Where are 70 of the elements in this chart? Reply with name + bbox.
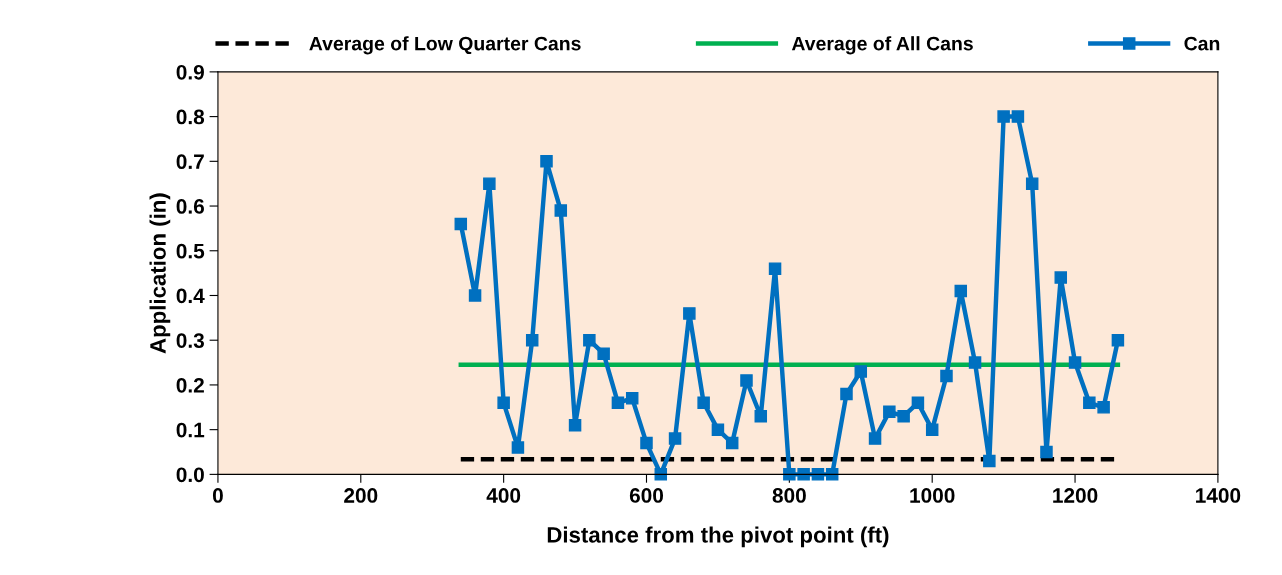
point [683,307,696,320]
point [454,217,468,231]
y-tick-label: 0.2 [176,377,204,393]
point [983,454,996,468]
x-tick-label: 200 [344,488,378,503]
x-tick-label: 800 [772,488,806,503]
y-tick-label: 0.9 [176,64,204,80]
point [697,396,710,410]
point [783,468,796,481]
point [1097,401,1110,414]
x-axis-title: Distance from the pivot point (ft) [547,526,889,548]
point [754,409,768,423]
point [954,284,968,298]
point [925,423,939,436]
y-tick-label: 0.1 [176,422,205,438]
point [554,204,568,217]
point [540,155,553,168]
y-tick-label: 0.8 [176,109,205,125]
y-axis-title: Application (in) [149,193,171,354]
y-tick-label: 0.5 [176,243,205,259]
point [625,392,639,405]
point [883,405,896,419]
point [511,441,525,454]
point [997,110,1010,123]
x-tick-label: 400 [486,488,521,503]
point [840,387,853,401]
point [854,365,868,378]
point [497,396,510,410]
point [811,468,825,481]
x-tick-label: 600 [629,488,664,503]
x-tick-label: 0 [212,488,223,503]
point [897,409,910,423]
point [525,333,539,347]
point [725,436,739,450]
point [654,468,668,481]
point [668,432,682,445]
point [825,468,839,481]
point [640,436,653,450]
y-tick-label: 0.7 [176,154,204,170]
y-tick-label: 0.3 [176,333,204,348]
x-tick-label: 1200 [1053,488,1098,503]
legend-label: Can [1184,36,1220,51]
x-tick-label: 1400 [1196,488,1241,503]
point [1083,396,1096,410]
point [468,289,482,302]
point [568,418,582,432]
point [1111,333,1125,347]
point [1068,356,1082,369]
point [1011,110,1025,123]
point [583,333,596,347]
point [1025,177,1039,190]
legend-label: Average of All Cans [791,36,973,55]
x-tick-label: 1000 [910,488,955,503]
point [1040,445,1053,459]
y-tick-label: 0.0 [176,467,204,483]
point [968,356,982,369]
point [740,374,753,387]
point [1054,271,1068,284]
point [868,432,882,445]
legend-label: Average of Low Quarter Cans [309,36,581,55]
point [797,468,810,481]
point [597,347,610,360]
y-tick-label: 0.6 [176,199,204,214]
y-tick-label: 0.4 [176,288,205,304]
point [711,423,725,436]
point [611,396,625,410]
point [940,369,953,383]
point [768,262,782,275]
point [911,396,925,410]
point [483,177,496,190]
